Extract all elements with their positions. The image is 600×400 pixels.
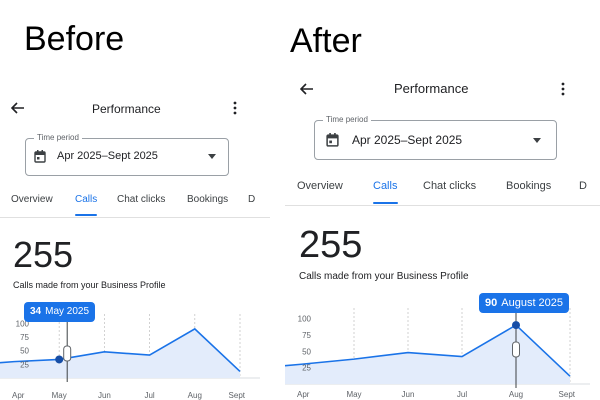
y-tick-label: 75 — [20, 333, 29, 342]
calendar-icon — [326, 133, 339, 147]
y-tick-label: 25 — [302, 364, 311, 373]
y-tick-label: 100 — [16, 319, 30, 328]
metric-value: 255 — [299, 224, 363, 266]
tooltip-label: May 2025 — [45, 306, 90, 317]
tab-overflow[interactable]: D — [248, 194, 256, 205]
more-options-icon[interactable] — [232, 101, 238, 115]
tab-chat-clicks[interactable]: Chat clicks — [423, 180, 477, 192]
series-line — [0, 327, 241, 373]
y-tick-label: 75 — [302, 331, 311, 340]
tooltip-label: August 2025 — [501, 297, 564, 309]
x-tick-label: May — [346, 390, 361, 399]
dropdown-caret-icon — [208, 154, 216, 159]
time-period-label: Time period — [323, 115, 371, 125]
chart-tooltip: 90 August 2025 — [479, 293, 570, 313]
tooltip-value: 34 — [30, 306, 42, 317]
tab-overview[interactable]: Overview — [11, 194, 53, 205]
tabs-divider — [285, 205, 600, 206]
time-period-dropdown[interactable]: Time period Apr 2025–Sept 2025 — [25, 133, 229, 176]
before-panel: Before Performance Time period Apr 2025–… — [0, 0, 270, 400]
x-tick-label: Jun — [402, 390, 415, 399]
y-tick-label: 50 — [302, 347, 311, 356]
tab-bookings[interactable]: Bookings — [187, 194, 229, 205]
active-tab-indicator — [373, 202, 398, 204]
calls-chart: 25 50 75 100 Apr May Jun Jul Aug Sept — [0, 306, 260, 400]
x-tick-label: Sept — [229, 391, 246, 400]
tab-calls[interactable]: Calls — [75, 194, 98, 205]
time-period-value: Apr 2025–Sept 2025 — [57, 150, 158, 162]
tab-overview[interactable]: Overview — [297, 180, 343, 192]
chart-tooltip: 34 May 2025 — [24, 302, 96, 322]
y-tick-label: 25 — [20, 360, 29, 369]
metric-value: 255 — [13, 234, 74, 275]
highlight-point — [512, 321, 520, 330]
tab-calls[interactable]: Calls — [373, 180, 398, 192]
x-tick-label: Jul — [457, 390, 467, 399]
tab-overflow[interactable]: D — [579, 180, 587, 192]
tab-bar: Overview Calls Chat clicks Bookings D — [0, 194, 270, 218]
calls-chart: 25 50 75 100 Apr May Jun Jul Aug Sept — [285, 296, 590, 399]
active-tab-indicator — [75, 214, 97, 216]
x-tick-label: May — [52, 391, 67, 400]
x-tick-label: Aug — [188, 391, 202, 400]
cursor-handle — [63, 345, 72, 362]
panel-heading: Before — [24, 20, 125, 58]
back-arrow-icon[interactable] — [300, 83, 314, 95]
highlight-point — [55, 355, 64, 364]
x-tick-label: Jun — [98, 391, 111, 400]
cursor-handle — [512, 341, 520, 358]
x-tick-label: Aug — [509, 390, 523, 399]
more-options-icon[interactable] — [560, 82, 566, 96]
tab-bar: Overview Calls Chat clicks Bookings D — [285, 180, 600, 206]
tab-chat-clicks[interactable]: Chat clicks — [117, 194, 166, 205]
tab-bookings[interactable]: Bookings — [506, 180, 552, 192]
x-tick-label: Jul — [144, 391, 154, 400]
metric-caption: Calls made from your Business Profile — [13, 280, 166, 290]
time-period-dropdown[interactable]: Time period Apr 2025–Sept 2025 — [314, 115, 557, 160]
appbar-title: Performance — [92, 102, 161, 116]
time-period-label: Time period — [34, 133, 82, 143]
tabs-divider — [0, 217, 270, 218]
panel-heading: After — [290, 22, 362, 60]
appbar-title: Performance — [394, 81, 469, 96]
back-arrow-icon[interactable] — [11, 102, 25, 114]
metric-caption: Calls made from your Business Profile — [299, 271, 469, 282]
calendar-icon — [34, 150, 46, 163]
x-tick-label: Sept — [559, 390, 576, 399]
tooltip-value: 90 — [485, 297, 498, 309]
dropdown-caret-icon — [533, 138, 541, 143]
y-tick-label: 50 — [20, 347, 29, 356]
y-tick-label: 100 — [298, 315, 312, 324]
after-panel: After Performance Time period Apr 2025–S… — [285, 0, 600, 400]
x-tick-label: Apr — [12, 391, 25, 400]
time-period-value: Apr 2025–Sept 2025 — [352, 133, 463, 147]
x-tick-label: Apr — [297, 390, 310, 399]
